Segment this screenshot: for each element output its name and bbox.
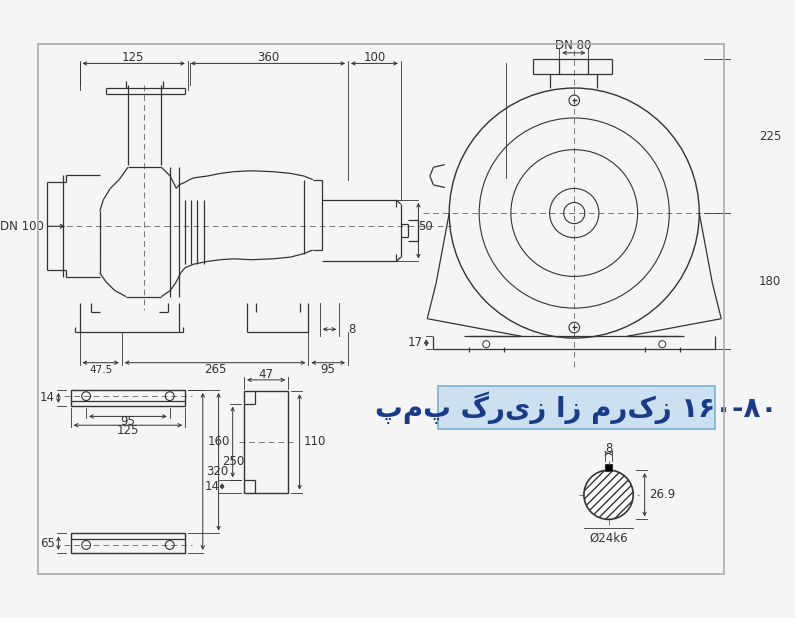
Text: 100: 100 — [363, 51, 386, 64]
Text: 95: 95 — [320, 363, 335, 376]
Bar — [438, 386, 715, 429]
Text: 14: 14 — [40, 391, 55, 404]
Bar — [71, 390, 185, 406]
Text: 250: 250 — [222, 455, 244, 468]
Bar — [71, 533, 185, 553]
Text: Ø24k6: Ø24k6 — [589, 531, 628, 544]
Text: 47.5: 47.5 — [89, 365, 112, 375]
Text: 125: 125 — [117, 424, 139, 437]
Text: 8: 8 — [605, 442, 612, 455]
Circle shape — [584, 470, 634, 519]
Text: 110: 110 — [304, 436, 327, 449]
Text: 180: 180 — [759, 275, 781, 288]
Bar — [605, 464, 612, 471]
Text: DN 80: DN 80 — [555, 40, 591, 53]
Text: 50: 50 — [418, 220, 432, 233]
Text: پمپ گریز از مرکز ۱۶۰-۸۰: پمپ گریز از مرکز ۱۶۰-۸۰ — [375, 391, 778, 424]
Text: 14: 14 — [204, 480, 219, 493]
Text: DN 100: DN 100 — [0, 220, 44, 233]
Text: 47: 47 — [258, 368, 273, 381]
Bar — [244, 391, 288, 493]
Text: 225: 225 — [759, 130, 781, 143]
Text: 8: 8 — [348, 323, 355, 336]
Text: 320: 320 — [206, 465, 228, 478]
Text: 160: 160 — [207, 436, 230, 449]
Text: 125: 125 — [122, 51, 145, 64]
Text: 26.9: 26.9 — [649, 488, 675, 501]
Text: 65: 65 — [40, 536, 55, 549]
Text: 265: 265 — [204, 363, 227, 376]
Text: 360: 360 — [257, 51, 279, 64]
Text: 17: 17 — [408, 336, 423, 349]
Text: 95: 95 — [121, 415, 135, 428]
